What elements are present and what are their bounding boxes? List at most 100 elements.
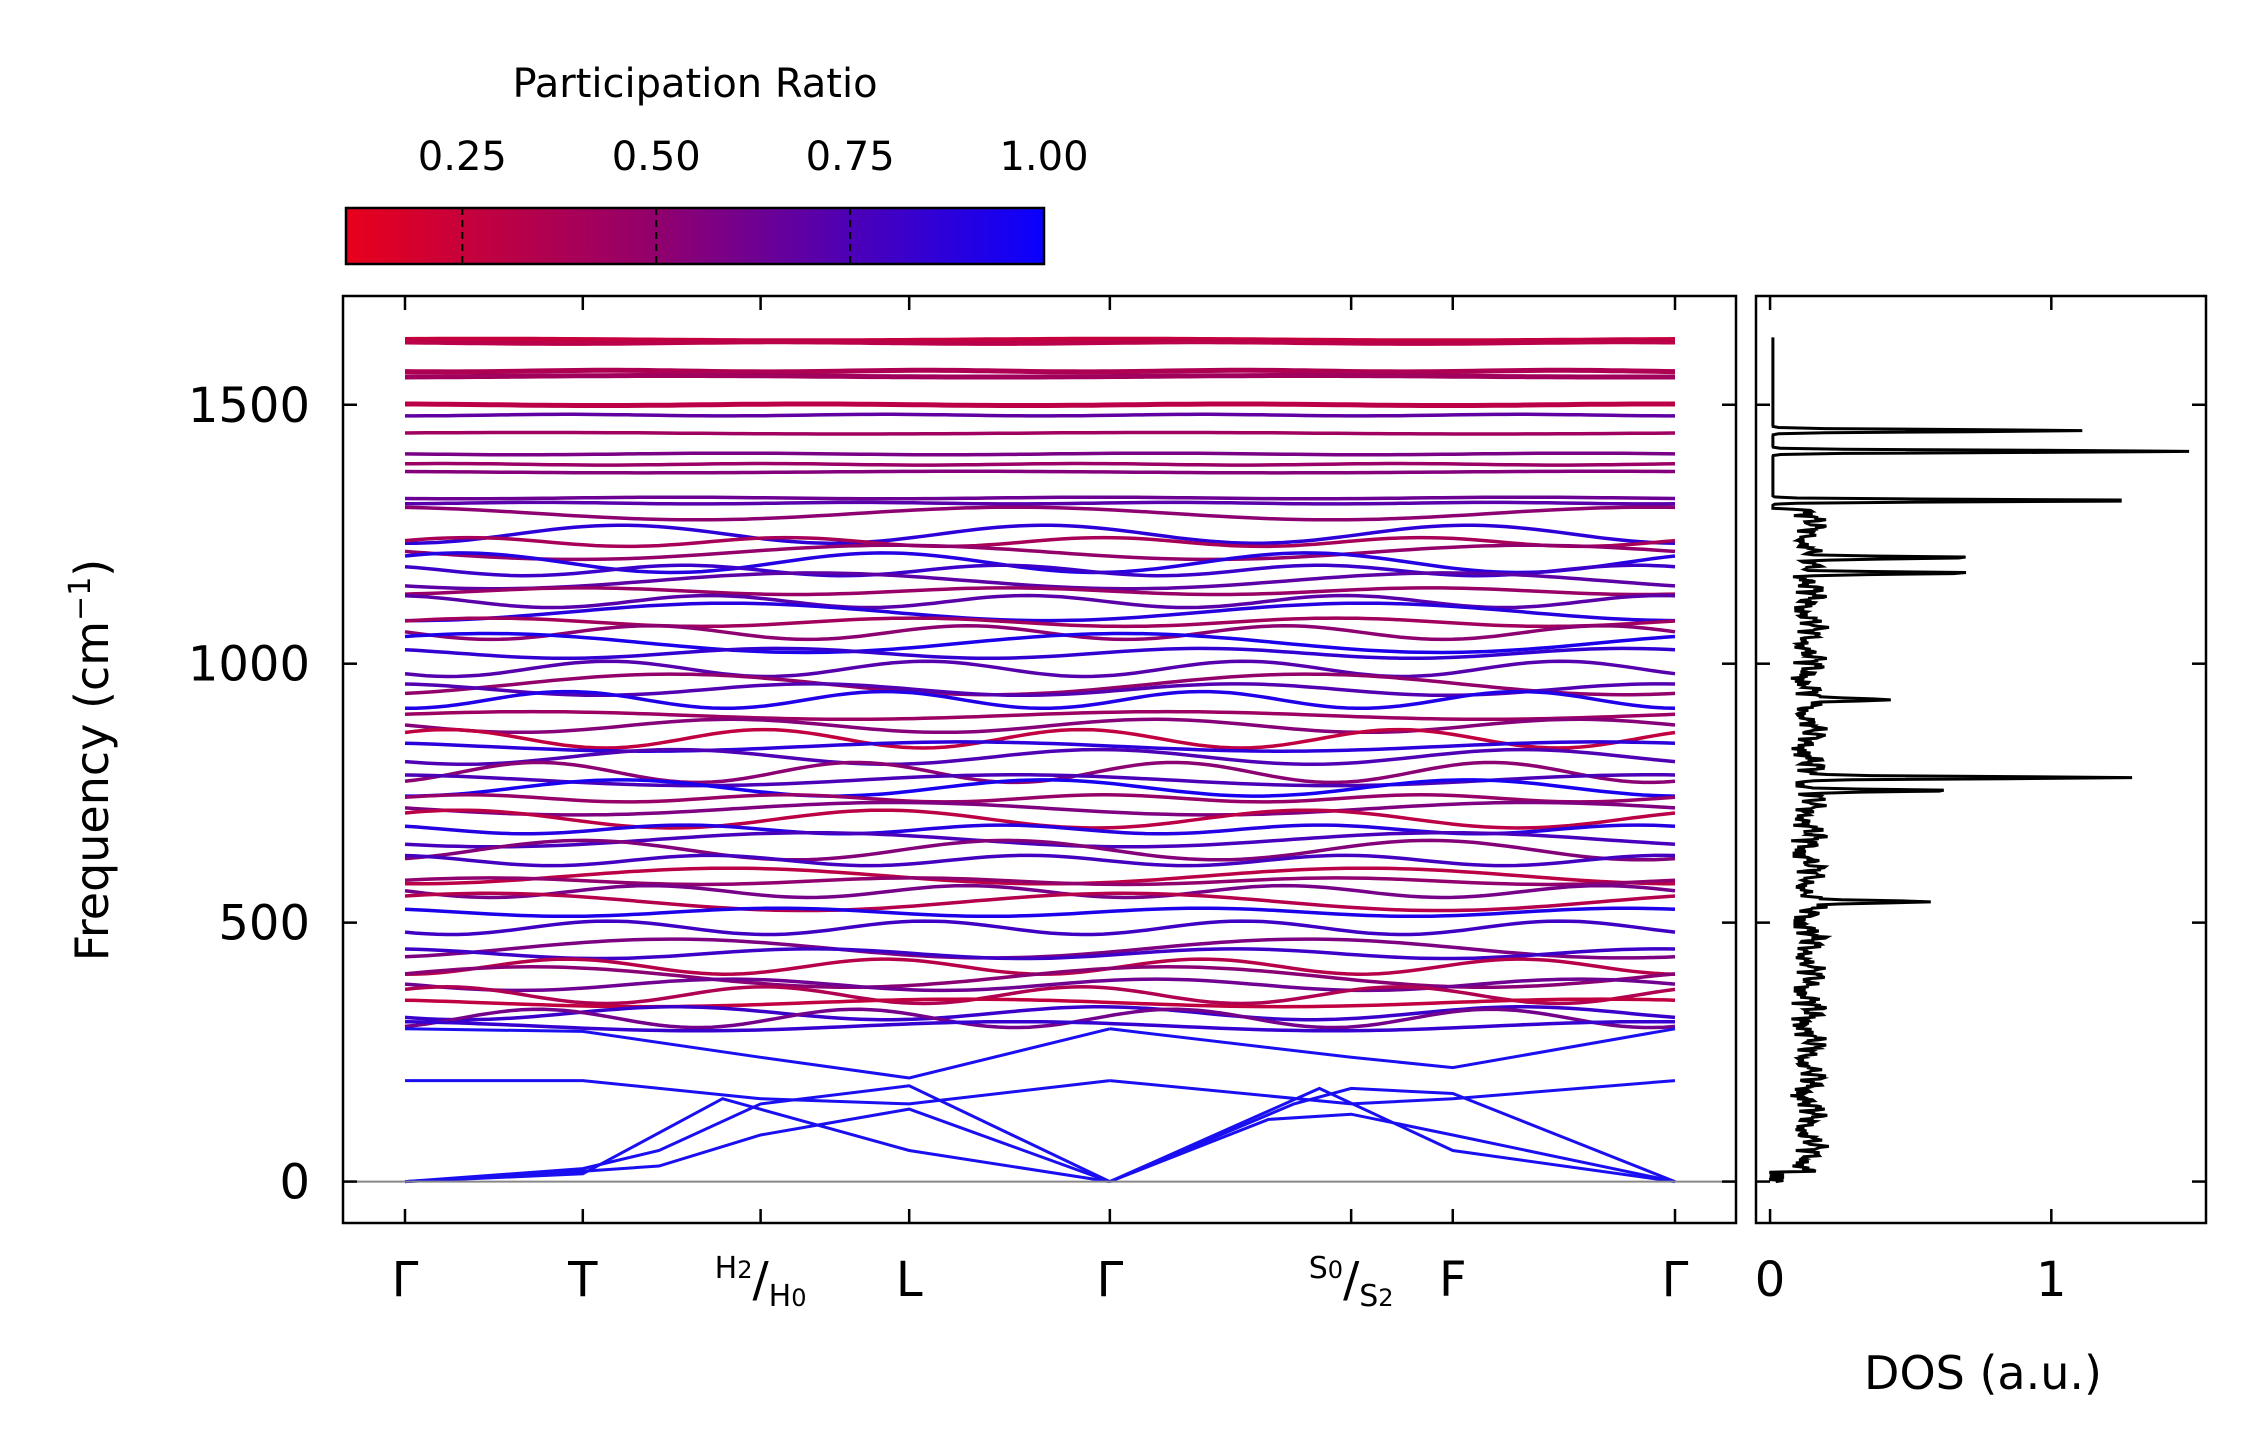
acoustic-band (1109, 1112, 1676, 1184)
k-point-label: L (896, 1252, 923, 1308)
band-line (404, 838, 1676, 862)
band-line (404, 906, 1676, 919)
band-line (404, 709, 1676, 722)
phonon-bands (404, 336, 1676, 1184)
acoustic-band (405, 1079, 1110, 1106)
y-axis-title-close: ) (65, 559, 119, 577)
band-line (404, 800, 1676, 817)
y-tick-label: 1500 (188, 378, 310, 434)
band-line (404, 937, 1676, 960)
band-line (404, 773, 1676, 788)
band-line (404, 919, 1676, 937)
band-line (404, 624, 1676, 642)
band-line (404, 727, 1676, 750)
colorbar-title: Participation Ratio (512, 61, 877, 107)
acoustic-band (404, 1097, 1111, 1184)
band-line (404, 793, 1676, 804)
dos-panel: 0 1 DOS (a.u.) (1754, 294, 2208, 1400)
k-point-label: Γ (1662, 1252, 1689, 1308)
acoustic-band (1109, 1086, 1676, 1184)
band-axes-frame (341, 294, 1738, 1225)
band-line (404, 339, 1675, 346)
band-line (405, 401, 1675, 408)
k-split-second-sub: 0 (791, 1284, 806, 1312)
band-line (405, 689, 1676, 711)
band-line (404, 500, 1676, 506)
band-line (404, 367, 1676, 375)
band-line (404, 631, 1676, 655)
y-axis-ticks: 0 500 1000 1500 (188, 378, 1736, 1211)
acoustic-band (404, 1027, 1111, 1080)
k-split-second: H (769, 1279, 792, 1314)
y-tick-label: 0 (279, 1155, 310, 1211)
colorbar: Participation Ratio 0.25 0.50 0.75 1.00 (344, 61, 1089, 266)
dos-x-tick-label: 0 (1755, 1252, 1786, 1308)
acoustic-band (1109, 1027, 1676, 1070)
colorbar-tick-label: 0.75 (806, 134, 895, 180)
band-line (405, 412, 1675, 418)
band-line (404, 430, 1676, 436)
band-line (405, 523, 1676, 545)
colorbar-gradient (344, 206, 1046, 266)
dos-axes-frame (1754, 294, 2208, 1225)
band-line (404, 997, 1676, 1009)
k-split-first-sub: 2 (737, 1256, 752, 1284)
k-split-slash: / (1343, 1252, 1360, 1308)
acoustic-band (404, 1107, 1111, 1184)
band-line (404, 717, 1676, 735)
band-line (404, 853, 1676, 868)
band-line (404, 571, 1676, 591)
k-split-slash: / (753, 1252, 770, 1308)
band-line (404, 1019, 1676, 1033)
band-line (404, 495, 1676, 501)
band-line (404, 646, 1676, 661)
acoustic-band (1109, 1086, 1676, 1183)
band-line (405, 778, 1676, 798)
band-line (405, 601, 1676, 623)
band-line (404, 586, 1676, 597)
band-line (404, 616, 1676, 629)
band-line (404, 957, 1676, 976)
k-point-split-label: H2/H0 (715, 1251, 807, 1314)
band-line (404, 543, 1676, 562)
band-line (404, 876, 1676, 887)
k-point-split-label: S0/S2 (1309, 1251, 1394, 1314)
band-line (404, 891, 1676, 913)
band-line (404, 747, 1676, 766)
band-line (404, 461, 1676, 467)
y-tick-label: 1000 (188, 637, 310, 693)
k-split-first-sub: 0 (1328, 1256, 1343, 1284)
k-split-second-sub: 2 (1378, 1284, 1393, 1312)
acoustic-band (404, 1084, 1111, 1184)
band-line (404, 593, 1676, 610)
k-split-second: S (1359, 1279, 1378, 1314)
y-tick-label: 500 (218, 896, 310, 952)
band-line (404, 659, 1676, 679)
acoustic-band (1109, 1079, 1676, 1106)
colorbar-ticks: 0.25 0.50 0.75 1.00 (418, 134, 1089, 264)
band-line (404, 373, 1675, 380)
band-line (404, 1007, 1676, 1030)
y-axis-title: Frequency (cm−1) (63, 559, 119, 962)
band-line (404, 505, 1676, 522)
y-axis-title-sup: −1 (63, 577, 98, 621)
y-axis-title-main: Frequency (cm (65, 621, 119, 961)
band-line (404, 451, 1676, 457)
band-line (404, 535, 1676, 549)
colorbar-tick-label: 1.00 (999, 134, 1088, 180)
dos-x-tick-label: 1 (2036, 1252, 2067, 1308)
band-line (404, 883, 1676, 900)
k-point-label: Γ (1096, 1252, 1123, 1308)
dos-curve (1768, 337, 2190, 1184)
k-point-label: F (1439, 1252, 1467, 1308)
k-split-first: S (1309, 1251, 1328, 1286)
band-line (404, 977, 1676, 993)
band-line (404, 563, 1676, 578)
dos-x-axis-title: DOS (a.u.) (1864, 1346, 2102, 1400)
k-point-label: T (567, 1252, 598, 1308)
band-line (404, 947, 1676, 961)
colorbar-tick-label: 0.50 (612, 134, 701, 180)
